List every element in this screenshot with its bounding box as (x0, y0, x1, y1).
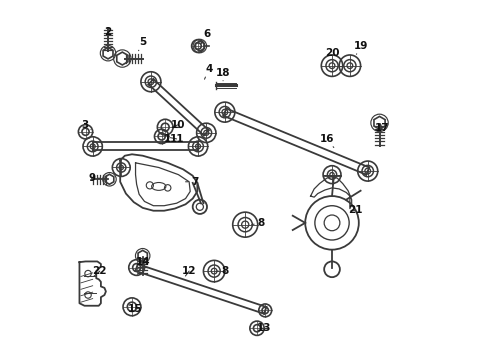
Text: 6: 6 (201, 28, 210, 44)
Text: 4: 4 (204, 64, 212, 79)
Text: 16: 16 (319, 134, 333, 148)
Text: 19: 19 (353, 41, 367, 54)
Text: 22: 22 (92, 266, 107, 276)
Text: 10: 10 (171, 120, 185, 130)
Text: 8: 8 (216, 266, 228, 276)
Text: 7: 7 (185, 177, 198, 187)
Text: 20: 20 (324, 48, 339, 62)
Text: 11: 11 (169, 134, 183, 144)
Text: 9: 9 (88, 173, 100, 183)
Text: 1: 1 (164, 134, 171, 144)
Text: 21: 21 (347, 205, 362, 215)
Text: 12: 12 (182, 266, 196, 276)
Text: 14: 14 (135, 257, 150, 267)
Text: 18: 18 (215, 68, 230, 81)
Text: 15: 15 (128, 303, 142, 314)
Text: 5: 5 (138, 37, 146, 51)
Text: 3: 3 (81, 120, 91, 130)
Text: 8: 8 (251, 218, 264, 228)
Text: 2: 2 (104, 27, 111, 40)
Text: 17: 17 (374, 123, 388, 133)
Text: 13: 13 (256, 323, 271, 333)
